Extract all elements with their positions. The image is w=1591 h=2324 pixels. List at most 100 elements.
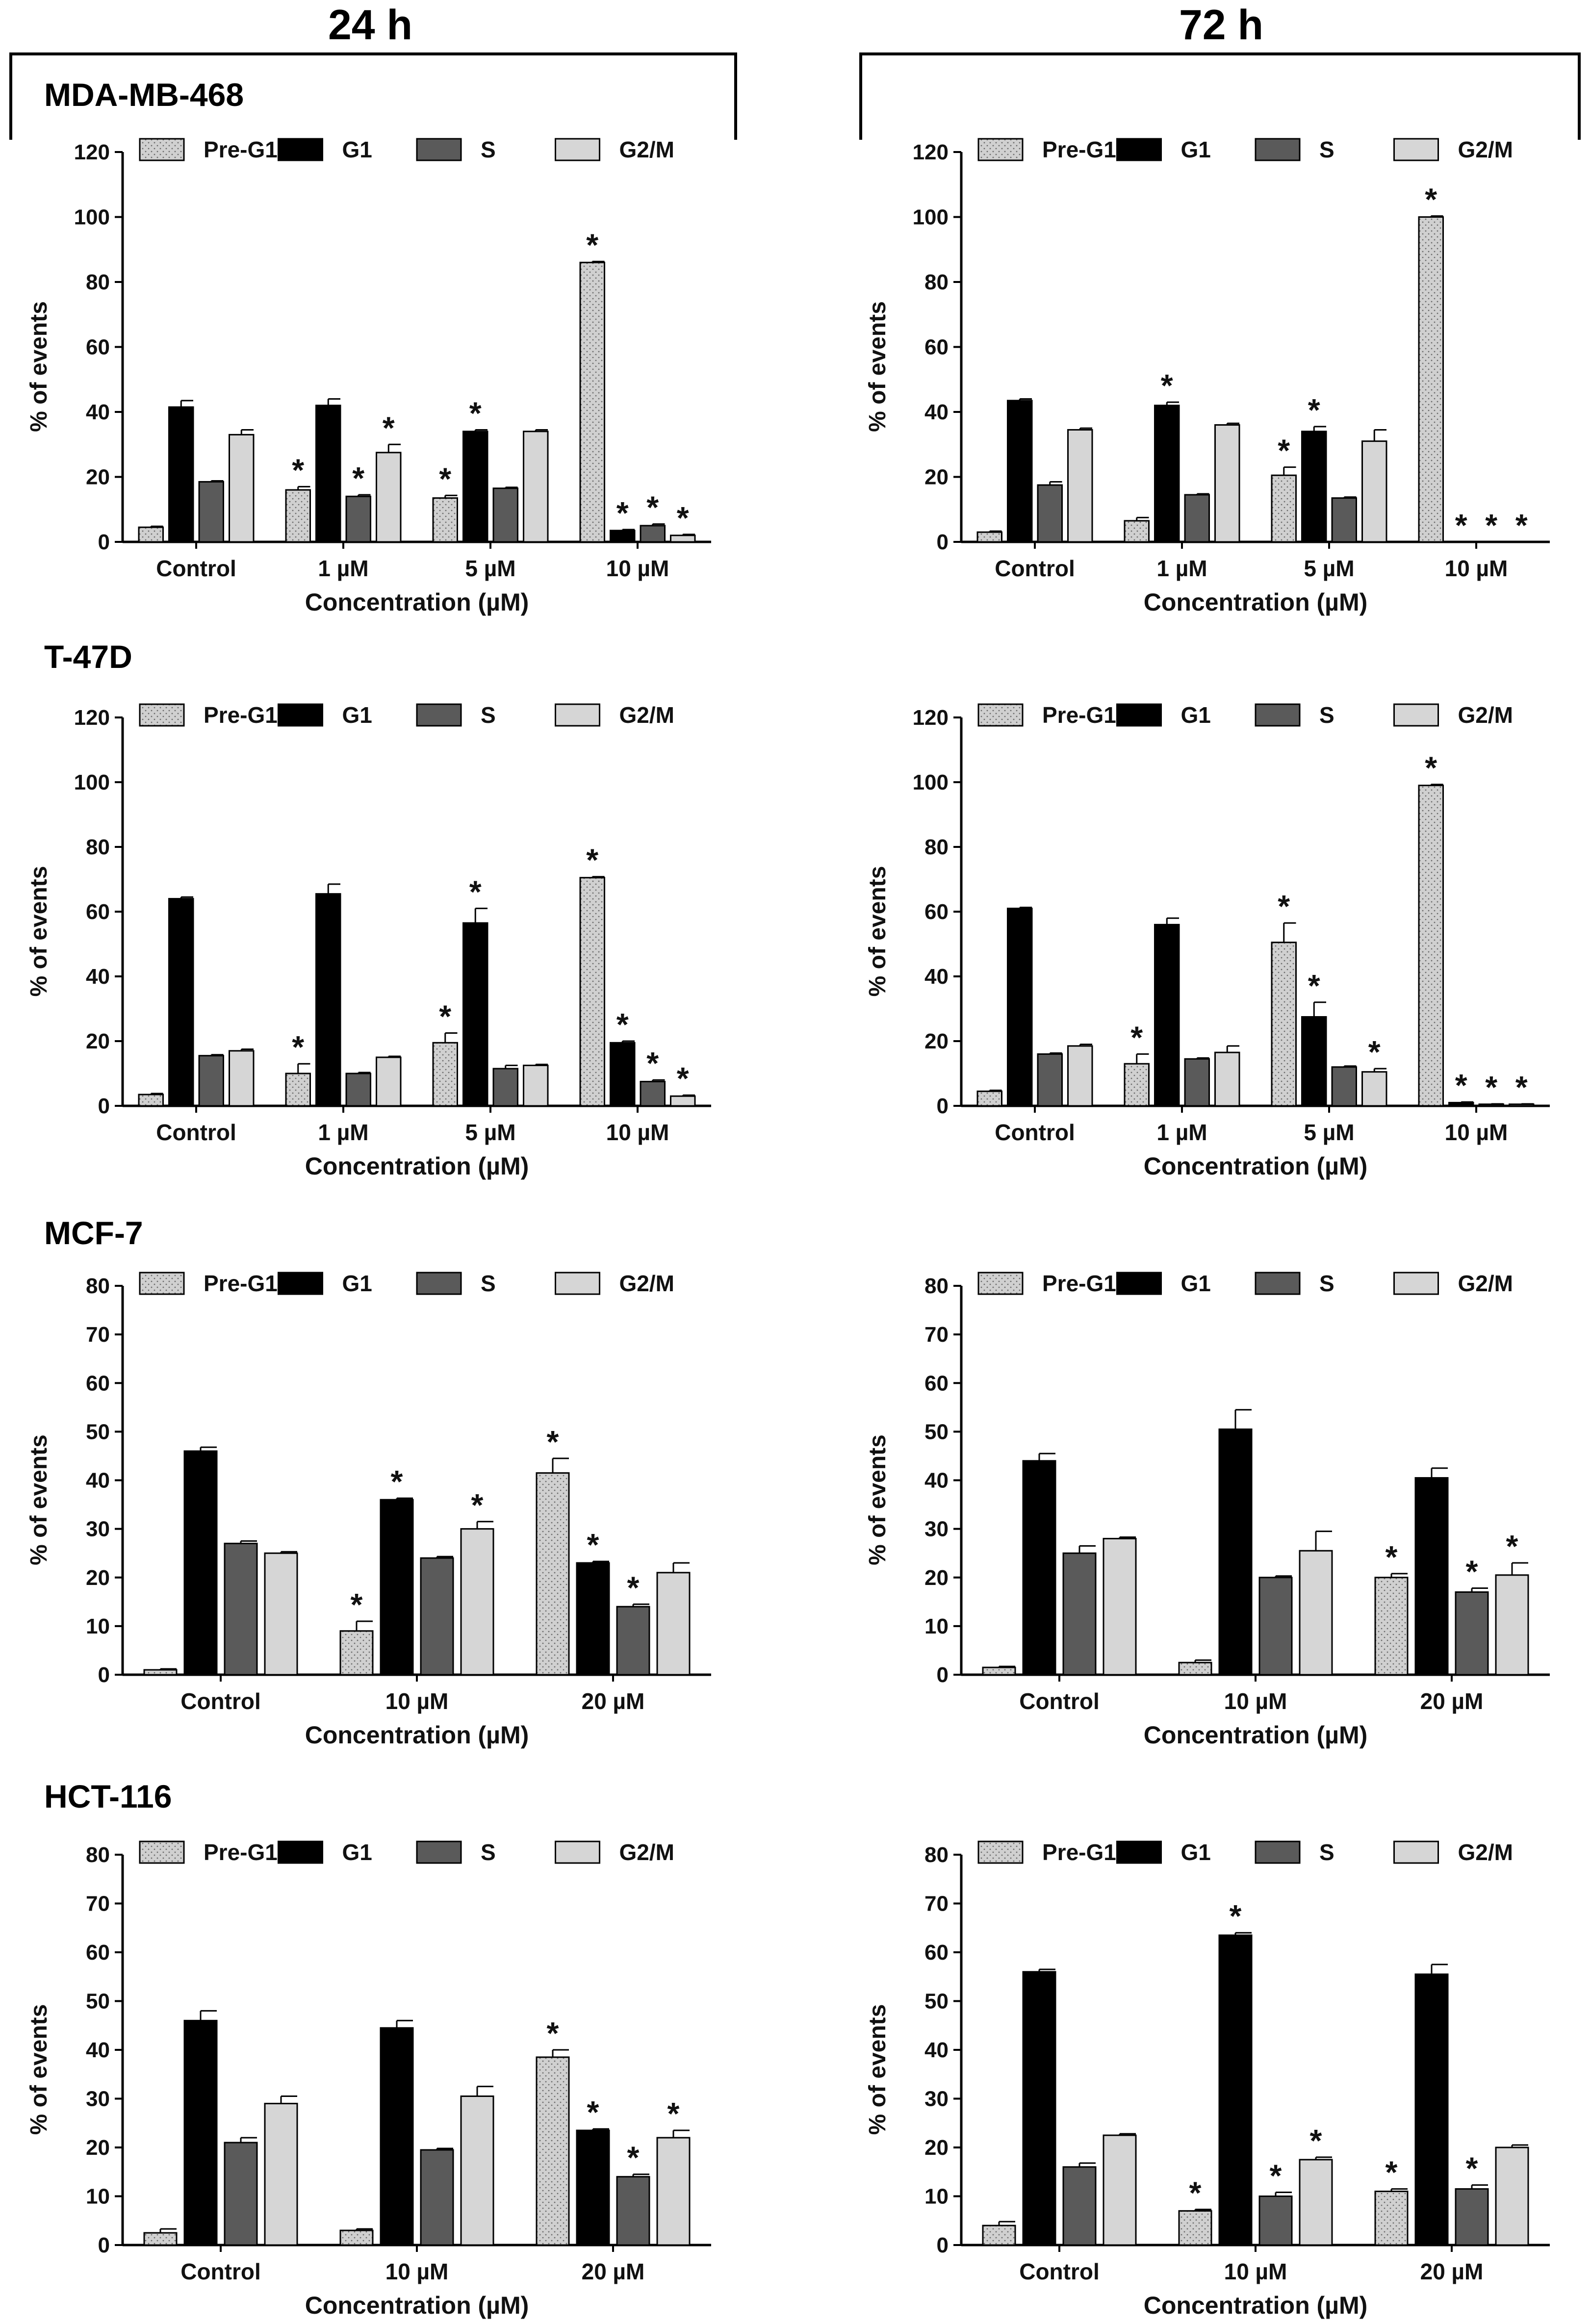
y-tick-label: 0 xyxy=(98,530,110,554)
bar-pre-g1 xyxy=(339,2229,374,2246)
bar-s xyxy=(1184,1058,1210,1107)
significance-star: * xyxy=(1455,1068,1467,1103)
y-tick-label: 100 xyxy=(913,770,949,794)
bar-g1 xyxy=(1218,1934,1253,2246)
bar-g2m xyxy=(376,1056,402,1107)
y-tick-label: 80 xyxy=(924,1843,949,1867)
x-tick-label: Control xyxy=(180,1688,261,1714)
y-tick-label: 0 xyxy=(98,1094,110,1118)
bar-s xyxy=(1331,497,1357,543)
y-tick-label: 70 xyxy=(924,1892,949,1916)
bar-s xyxy=(492,1068,518,1107)
bar-pre-g1 xyxy=(339,1630,374,1676)
y-tick-label: 20 xyxy=(86,1029,110,1053)
chart-hct-24: 0 10 20 30 40 50 60 70 80 % of events Control 10 µM… xyxy=(26,1839,711,2319)
bracket-24h xyxy=(9,52,737,140)
y-tick-label: 10 xyxy=(86,1614,110,1638)
y-tick-label: 40 xyxy=(924,400,949,424)
bar-g2m xyxy=(1214,1051,1240,1107)
legend-swatch-pre-g1 xyxy=(977,1840,1024,1864)
legend-label-g1: G1 xyxy=(1181,1839,1211,1865)
bar-pre-g1 xyxy=(1374,2191,1409,2246)
significance-star: * xyxy=(1466,2151,1478,2186)
significance-star: * xyxy=(439,999,451,1034)
legend-swatch-pre-g1 xyxy=(139,1272,185,1295)
bar-pre-g1 xyxy=(138,1094,164,1107)
chart-mda-24: 0 20 40 60 80 100 120 % of events Control 1 µM * * *… xyxy=(26,137,711,616)
significance-star: * xyxy=(1425,182,1437,217)
bar-g2m xyxy=(376,452,402,543)
x-axis-label: Concentration (µM) xyxy=(305,1721,529,1749)
significance-star: * xyxy=(677,1061,689,1096)
x-tick-label: 10 µM xyxy=(385,2259,449,2284)
significance-star: * xyxy=(587,1527,599,1562)
significance-star: * xyxy=(469,874,482,909)
significance-star: * xyxy=(352,460,364,496)
y-tick-label: 20 xyxy=(924,1566,949,1590)
x-tick-label: 10 µM xyxy=(606,556,669,581)
legend-swatch-pre-g1 xyxy=(977,703,1024,727)
legend-label-g1: G1 xyxy=(342,1271,372,1296)
bar-g2m xyxy=(1214,424,1240,543)
y-tick-label: 0 xyxy=(937,2233,949,2257)
significance-star: * xyxy=(1386,2155,1398,2190)
y-tick-label: 80 xyxy=(86,1843,110,1867)
legend-swatch-g2m xyxy=(555,1272,600,1295)
bar-g1 xyxy=(380,2027,414,2246)
legend-label-s: S xyxy=(1319,1839,1334,1865)
bar-g2m xyxy=(1103,1537,1137,1676)
bar-g2m xyxy=(670,1095,696,1107)
legend-label-g1: G1 xyxy=(1181,1271,1211,1296)
y-tick-label: 80 xyxy=(924,1274,949,1298)
x-axis-label: Concentration (µM) xyxy=(1144,588,1368,616)
bar-pre-g1 xyxy=(536,2056,570,2246)
bar-s xyxy=(1037,1053,1063,1107)
bar-s xyxy=(420,1557,454,1676)
significance-star: * xyxy=(1425,750,1437,786)
significance-star: * xyxy=(292,452,304,487)
legend-label-g2m: G2/M xyxy=(1458,1271,1513,1296)
x-tick-label: Control xyxy=(995,556,1075,581)
y-tick-label: 50 xyxy=(924,1420,949,1444)
x-tick-label: 1 µM xyxy=(318,1120,368,1145)
y-tick-label: 20 xyxy=(924,465,949,489)
legend-swatch-g1 xyxy=(1116,703,1162,727)
y-tick-label: 60 xyxy=(924,335,949,359)
bar-pre-g1 xyxy=(1124,520,1150,543)
bar-g1 xyxy=(380,1499,414,1676)
y-tick-label: 80 xyxy=(86,1274,110,1298)
y-tick-label: 30 xyxy=(924,2087,949,2111)
bar-g1 xyxy=(1218,1428,1253,1676)
legend-label-pre-g1: Pre-G1 xyxy=(1042,702,1116,728)
significance-star: * xyxy=(1515,508,1528,543)
bar-s xyxy=(616,2176,650,2246)
y-tick-label: 20 xyxy=(86,1566,110,1590)
legend-swatch-pre-g1 xyxy=(977,1272,1024,1295)
y-tick-label: 40 xyxy=(86,965,110,989)
legend-swatch-g1 xyxy=(278,703,323,727)
bar-g2m xyxy=(1103,2134,1137,2246)
cell-line-label-hct: HCT-116 xyxy=(44,1778,172,1814)
header-72h: 72 h xyxy=(1179,1,1263,49)
y-axis-label: % of events xyxy=(865,301,891,432)
legend-swatch-pre-g1 xyxy=(139,1840,185,1864)
legend-label-g2m: G2/M xyxy=(619,137,674,162)
legend-label-g1: G1 xyxy=(1181,702,1211,728)
bar-g2m xyxy=(229,434,255,543)
bar-g2m xyxy=(1495,2146,1529,2246)
bar-g1 xyxy=(183,1450,218,1676)
y-tick-label: 30 xyxy=(86,2087,110,2111)
legend-swatch-s xyxy=(416,138,462,161)
bar-g1 xyxy=(462,922,488,1107)
legend-label-g2m: G2/M xyxy=(1458,702,1513,728)
legend-swatch-g1 xyxy=(1116,138,1162,161)
bar-pre-g1 xyxy=(982,1666,1016,1676)
significance-star: * xyxy=(1455,508,1467,543)
significance-star: * xyxy=(587,2094,599,2130)
x-tick-label: Control xyxy=(1019,2259,1100,2284)
y-tick-label: 60 xyxy=(86,1941,110,1965)
legend-swatch-s xyxy=(1255,138,1301,161)
legend-swatch-g2m xyxy=(1393,1272,1439,1295)
legend-label-pre-g1: Pre-G1 xyxy=(204,1839,278,1865)
chart-t47d-24: 0 20 40 60 80 100 120 % of events Control 1 µM * 5 … xyxy=(26,702,711,1180)
